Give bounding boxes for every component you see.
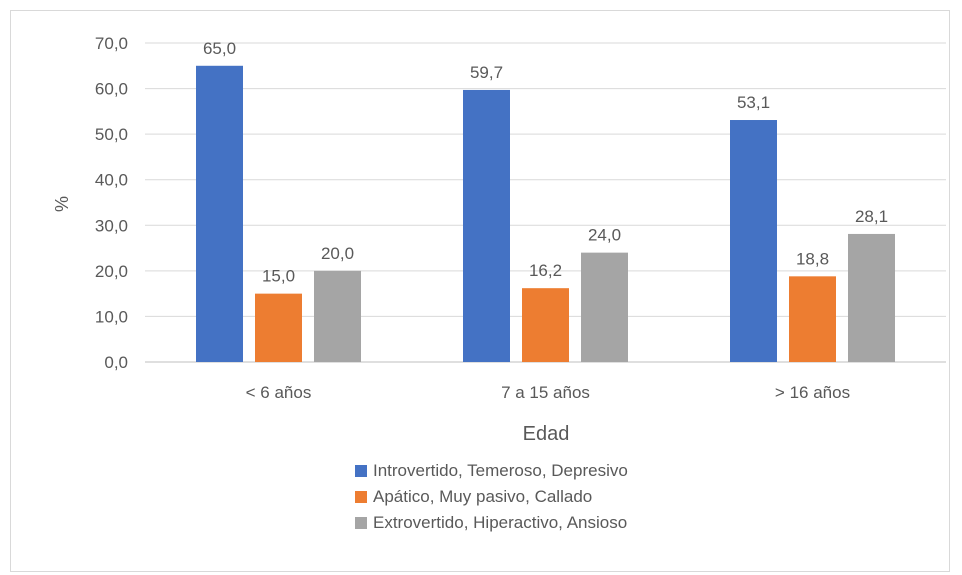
bar <box>848 233 895 362</box>
data-label: 18,8 <box>796 249 829 268</box>
legend-label: Extrovertido, Hiperactivo, Ansioso <box>373 513 628 532</box>
y-tick-label: 30,0 <box>95 216 128 235</box>
y-tick-label: 70,0 <box>95 34 128 53</box>
data-label: 15,0 <box>262 267 295 286</box>
y-tick-label: 20,0 <box>95 262 128 281</box>
x-tick-label: > 16 años <box>775 383 850 402</box>
bar <box>314 270 361 362</box>
y-tick-label: 40,0 <box>95 171 128 190</box>
x-axis-ticks: < 6 años 7 a 15 años > 16 años <box>246 383 850 402</box>
y-axis-label: % <box>52 196 72 212</box>
bar <box>581 252 628 362</box>
legend-swatch <box>355 517 367 529</box>
y-tick-label: 0,0 <box>104 353 128 372</box>
y-tick-label: 10,0 <box>95 307 128 326</box>
data-label: 24,0 <box>588 226 621 245</box>
data-label: 53,1 <box>737 93 770 112</box>
data-labels: 65,0 15,0 20,0 59,7 16,2 24,0 53,1 18,8 28,1 <box>203 39 888 286</box>
data-label: 65,0 <box>203 39 236 58</box>
data-label: 16,2 <box>529 261 562 280</box>
legend-item: Extrovertido, Hiperactivo, Ansioso <box>355 510 628 536</box>
bars <box>196 65 895 363</box>
y-axis-ticks: 0,0 10,0 20,0 30,0 40,0 50,0 60,0 70,0 <box>95 34 128 372</box>
x-tick-label: 7 a 15 años <box>501 383 590 402</box>
x-axis-label: Edad <box>523 423 570 445</box>
bar <box>522 288 569 362</box>
x-tick-label: < 6 años <box>246 383 312 402</box>
bar <box>730 120 777 362</box>
y-tick-label: 50,0 <box>95 125 128 144</box>
y-tick-label: 60,0 <box>95 80 128 99</box>
data-label: 59,7 <box>470 63 503 82</box>
legend-item: Introvertido, Temeroso, Depresivo <box>355 458 628 484</box>
bar <box>255 293 302 362</box>
bar <box>789 276 836 362</box>
legend-label: Introvertido, Temeroso, Depresivo <box>373 461 628 480</box>
legend: Introvertido, Temeroso, Depresivo Apático… <box>355 458 628 536</box>
data-label: 20,0 <box>321 244 354 263</box>
data-label: 28,1 <box>855 207 888 226</box>
legend-swatch <box>355 491 367 503</box>
bar <box>463 89 510 362</box>
chart-frame <box>10 10 950 572</box>
bar <box>196 65 243 363</box>
legend-swatch <box>355 465 367 477</box>
legend-label: Apático, Muy pasivo, Callado <box>373 487 593 506</box>
legend-item: Apático, Muy pasivo, Callado <box>355 484 628 510</box>
